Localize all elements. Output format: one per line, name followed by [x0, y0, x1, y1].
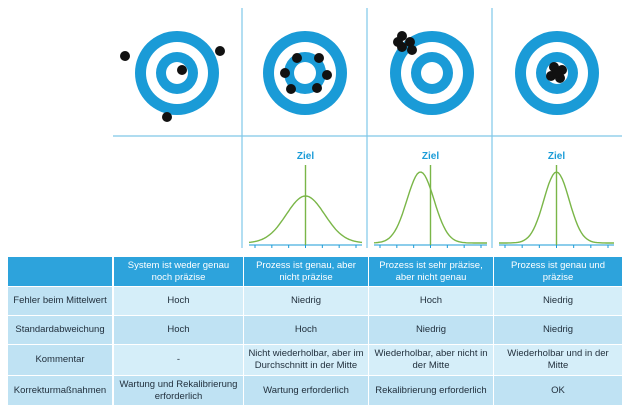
table-cell: -	[114, 345, 243, 375]
hit-dot-2	[405, 37, 415, 47]
table-cell: Wiederholbar, aber nicht in der Mitte	[369, 345, 493, 375]
table-cell: Wartung und Rekalibrierung erforderlich	[114, 376, 243, 405]
hit-dot-5	[393, 37, 403, 47]
hit-dot-4	[407, 45, 417, 55]
distribution-curve	[373, 171, 487, 244]
target-precise-inaccurate	[390, 31, 474, 115]
table-cell: Hoch	[244, 316, 368, 344]
distribution-curve	[499, 171, 614, 244]
distribution-curve	[248, 195, 363, 244]
column-header: System ist weder genau noch präzise	[114, 257, 243, 286]
target-label: Ziel	[422, 151, 439, 162]
hit-dot-5	[286, 84, 296, 94]
target-bullseye	[300, 68, 310, 78]
table-cell: Wiederholbar und in der Mitte	[494, 345, 622, 375]
table-cell: OK	[494, 376, 622, 405]
row-label: Fehler beim Mittelwert	[8, 287, 112, 315]
row-label: Standardabweichung	[8, 316, 112, 344]
target-label: Ziel	[297, 151, 314, 162]
target-label: Ziel	[548, 151, 565, 162]
grid-dividers	[113, 8, 622, 248]
hit-dot-4	[162, 112, 172, 122]
column-header: Prozess ist sehr präzise, aber nicht gen…	[369, 257, 493, 286]
table-cell: Rekalibrierung erforderlich	[369, 376, 493, 405]
column-header: Prozess ist genau, aber nicht präzise	[244, 257, 368, 286]
hit-dot-1	[120, 51, 130, 61]
hit-dot-4	[322, 70, 332, 80]
hit-dot-2	[215, 46, 225, 56]
hit-dot-6	[312, 83, 322, 93]
target-bullseye	[427, 68, 437, 78]
column-header: Prozess ist genau und präzise	[494, 257, 622, 286]
target-inaccurate-imprecise	[120, 31, 225, 122]
distribution-plot-1: Ziel	[248, 151, 363, 248]
row-label: Korrekturmaßnahmen	[8, 376, 112, 405]
table-cell: Niedrig	[494, 287, 622, 315]
table-cell: Hoch	[114, 316, 243, 344]
hit-dot-3	[177, 65, 187, 75]
distribution-plot-2: Ziel	[373, 151, 487, 248]
hit-dot-1	[292, 53, 302, 63]
table-cell: Niedrig	[369, 316, 493, 344]
table-cell: Niedrig	[494, 316, 622, 344]
distribution-row: Ziel Ziel Ziel	[248, 151, 614, 248]
table-cell: Niedrig	[244, 287, 368, 315]
table-cell: Hoch	[369, 287, 493, 315]
target-accurate-imprecise	[263, 31, 347, 115]
distribution-plot-3: Ziel	[499, 151, 614, 248]
table-cell: Wartung erforderlich	[244, 376, 368, 405]
hit-dot-2	[314, 53, 324, 63]
targets-row	[120, 31, 599, 122]
table-corner-cell	[8, 257, 112, 286]
table-cell: Hoch	[114, 287, 243, 315]
row-label: Kommentar	[8, 345, 112, 375]
hit-dot-3	[280, 68, 290, 78]
hit-dot-5	[552, 68, 562, 78]
target-accurate-precise	[515, 31, 599, 115]
table-cell: Nicht wiederholbar, aber im Durchschnitt…	[244, 345, 368, 375]
